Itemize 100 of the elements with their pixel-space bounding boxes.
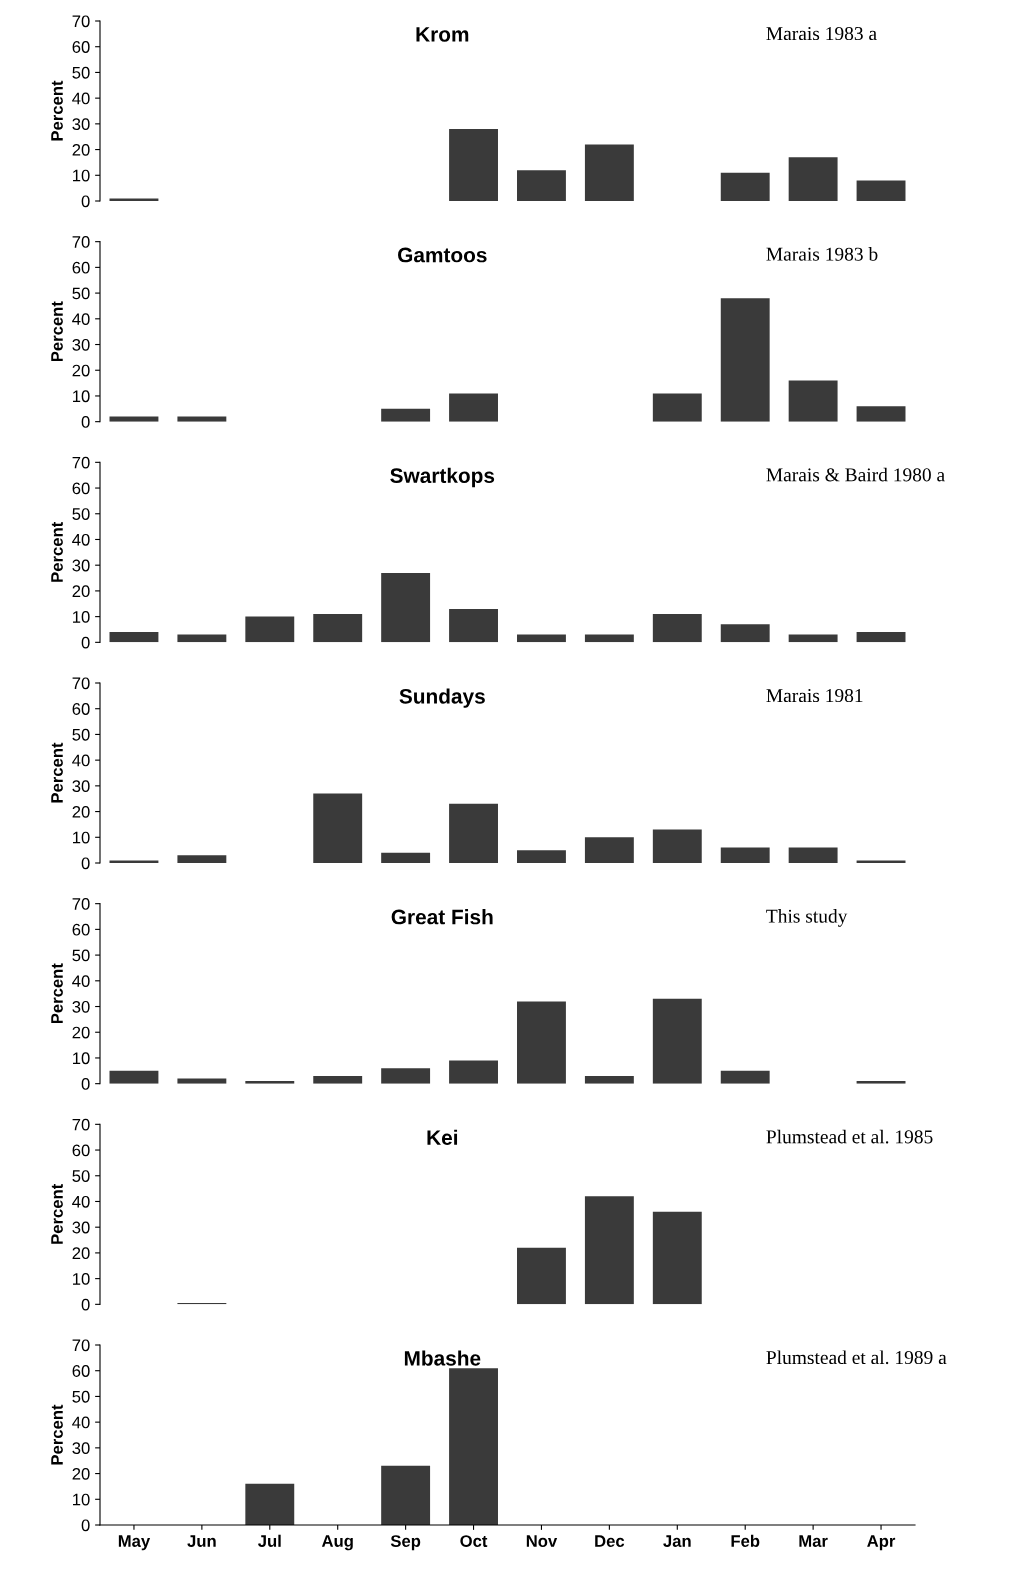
y-tick-label: 40 (72, 313, 90, 326)
bar (652, 998, 702, 1084)
x-tick-label: Sep (390, 1535, 421, 1551)
y-tick-label: 20 (72, 1467, 90, 1480)
y-tick-label: 10 (73, 1052, 90, 1065)
y-tick-label: 50 (72, 1170, 90, 1182)
y-tick-label: 0 (81, 195, 90, 208)
bar (517, 170, 566, 201)
y-tick-label: 20 (72, 805, 90, 818)
y-tick-label: 70 (72, 1339, 90, 1352)
x-tick-label: Jul (258, 1534, 281, 1547)
chart-title: Swartkops (390, 467, 495, 488)
y-tick-label: 20 (72, 1247, 90, 1260)
y-tick-label: 70 (72, 1118, 90, 1131)
bar (788, 847, 838, 863)
bar (584, 634, 634, 643)
y-tick-label: 60 (72, 261, 90, 274)
y-tick-label: 30 (72, 118, 90, 131)
y-tick-label: 30 (72, 1442, 90, 1455)
y-axis-title: Percent (51, 1183, 63, 1244)
y-axis-title: Percent (51, 301, 63, 362)
y-tick-label: 50 (72, 508, 90, 520)
x-tick-label: Jun (187, 1535, 216, 1547)
y-tick-label: 60 (72, 482, 90, 495)
y-tick-label: 10 (73, 1493, 90, 1506)
bar (177, 855, 227, 863)
y-tick-label: 50 (72, 728, 90, 741)
bar (381, 1465, 431, 1525)
y-tick-label: 10 (73, 1273, 90, 1285)
bar (449, 393, 498, 422)
bar (788, 157, 838, 201)
bar (584, 837, 634, 863)
bar (109, 198, 159, 201)
bar (856, 180, 906, 201)
y-tick-label: 30 (72, 1221, 90, 1234)
bar (313, 793, 363, 863)
bar (517, 1001, 566, 1084)
x-tick-label: Mar (799, 1535, 828, 1547)
annotation: This study (766, 909, 848, 927)
y-axis-title: Percent (51, 521, 63, 582)
y-tick-label: 0 (81, 1078, 90, 1090)
y-tick-label: 20 (72, 143, 90, 156)
chart-title: Gamtoos (398, 247, 487, 263)
y-tick-label: 60 (72, 1365, 90, 1377)
x-tick-label: Feb (731, 1534, 760, 1547)
y-tick-label: 40 (72, 92, 90, 105)
y-tick-label: 70 (72, 898, 90, 910)
bar (720, 624, 770, 643)
bar (720, 172, 770, 201)
bar (720, 298, 770, 422)
y-tick-label: 30 (72, 338, 90, 351)
bar (449, 129, 498, 201)
y-tick-label: 60 (72, 703, 90, 715)
y-tick-label: 50 (72, 1390, 90, 1403)
bar (381, 572, 431, 643)
y-tick-label: 50 (72, 66, 90, 79)
y-tick-label: 70 (72, 677, 90, 690)
x-tick-label: May (118, 1535, 151, 1551)
bar (449, 803, 498, 863)
x-tick-label: Dec (595, 1535, 625, 1547)
bar (652, 614, 702, 643)
y-tick-label: 30 (72, 559, 90, 572)
bar (313, 614, 363, 643)
x-tick-label: Apr (867, 1535, 896, 1551)
annotation: Marais 1981 (766, 688, 863, 703)
chart-title: Mbashe (404, 1350, 481, 1366)
chart-title: Kei (427, 1129, 458, 1146)
y-tick-label: 0 (81, 1519, 90, 1532)
bar (584, 1075, 634, 1084)
y-tick-label: 50 (72, 287, 90, 300)
annotation: Plumstead et al. 1989 a (766, 1350, 947, 1365)
y-axis-title: Percent (51, 1404, 63, 1465)
bar (788, 634, 838, 643)
bar (381, 852, 431, 863)
bar (109, 1070, 159, 1084)
bar (856, 632, 906, 643)
y-tick-label: 10 (73, 390, 90, 403)
bar (449, 1060, 498, 1084)
bar (245, 616, 295, 643)
y-tick-label: 50 (72, 949, 90, 962)
y-tick-label: 60 (72, 923, 90, 936)
bar (856, 406, 906, 422)
bar (720, 847, 770, 863)
annotation: Marais & Baird 1980 a (766, 467, 945, 482)
bar (381, 408, 431, 422)
bar (245, 1483, 295, 1525)
bar (517, 850, 566, 863)
bar (313, 1075, 363, 1084)
x-tick-label: Jan (663, 1535, 691, 1547)
y-tick-label: 70 (72, 236, 90, 248)
annotation: Plumstead et al. 1985 (766, 1129, 933, 1144)
y-tick-label: 40 (72, 1195, 90, 1208)
y-tick-label: 40 (72, 1416, 90, 1429)
y-tick-label: 30 (72, 780, 90, 793)
bar (788, 380, 838, 422)
y-tick-label: 10 (73, 169, 90, 182)
x-tick-label: Aug (321, 1535, 353, 1551)
bar (381, 1068, 431, 1084)
y-tick-label: 60 (72, 41, 90, 53)
y-tick-label: 20 (72, 1026, 90, 1039)
